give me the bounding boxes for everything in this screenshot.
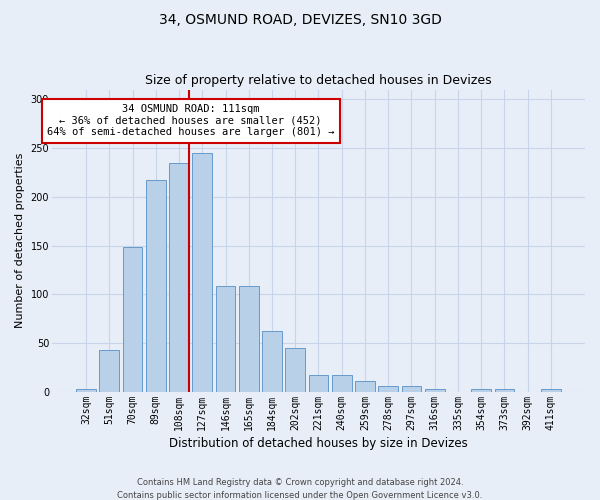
Text: Contains HM Land Registry data © Crown copyright and database right 2024.
Contai: Contains HM Land Registry data © Crown c… <box>118 478 482 500</box>
Bar <box>262 330 282 392</box>
Bar <box>308 376 328 392</box>
Bar <box>494 389 514 392</box>
Bar <box>169 162 189 392</box>
Bar <box>193 153 212 392</box>
Bar <box>239 286 259 392</box>
Text: 34 OSMUND ROAD: 111sqm
← 36% of detached houses are smaller (452)
64% of semi-de: 34 OSMUND ROAD: 111sqm ← 36% of detached… <box>47 104 334 138</box>
Bar <box>425 389 445 392</box>
Y-axis label: Number of detached properties: Number of detached properties <box>15 153 25 328</box>
Bar <box>286 348 305 392</box>
Bar <box>100 350 119 392</box>
Bar <box>332 376 352 392</box>
Bar <box>215 286 235 392</box>
Bar <box>379 386 398 392</box>
Text: 34, OSMUND ROAD, DEVIZES, SN10 3GD: 34, OSMUND ROAD, DEVIZES, SN10 3GD <box>158 12 442 26</box>
Bar <box>76 389 96 392</box>
Bar <box>471 389 491 392</box>
Bar <box>146 180 166 392</box>
X-axis label: Distribution of detached houses by size in Devizes: Distribution of detached houses by size … <box>169 437 468 450</box>
Bar <box>355 382 375 392</box>
Bar <box>122 246 142 392</box>
Bar <box>541 389 561 392</box>
Title: Size of property relative to detached houses in Devizes: Size of property relative to detached ho… <box>145 74 492 87</box>
Bar <box>401 386 421 392</box>
